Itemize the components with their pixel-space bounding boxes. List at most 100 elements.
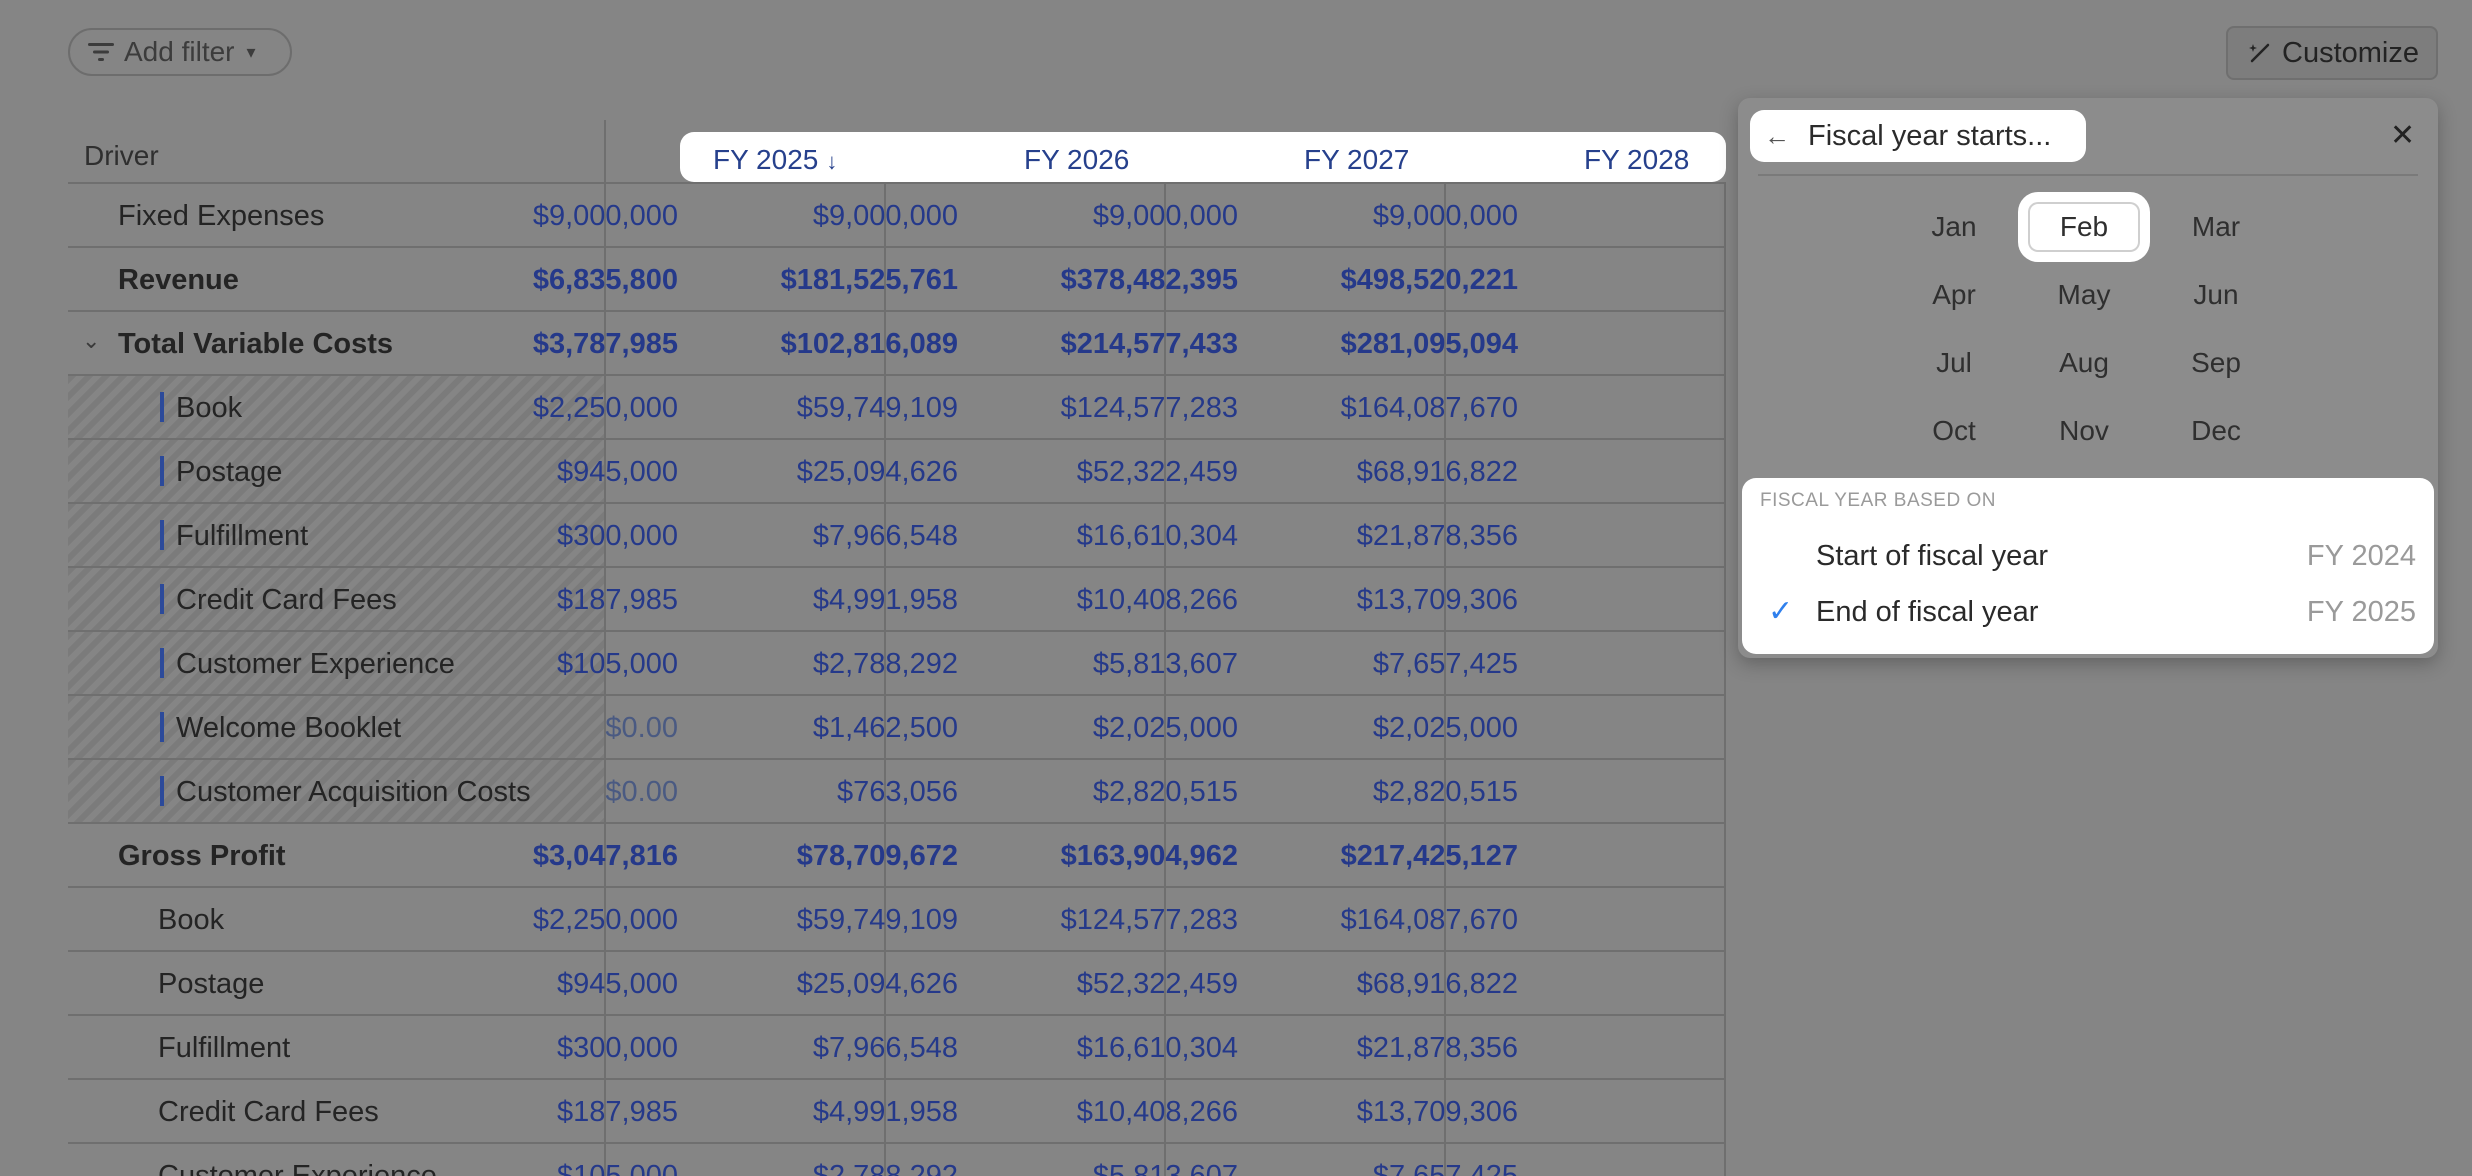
value-cell[interactable]: $7,657,425 (1372, 1160, 1518, 1176)
value-cell[interactable]: $9,000,000 (1372, 200, 1518, 232)
value-cell[interactable]: $9,000,000 (532, 200, 678, 232)
chevron-down-icon[interactable]: ⌄ (82, 328, 101, 353)
table-row[interactable]: Credit Card Fees $187,985 $4,991,958 $10,40… (68, 568, 1726, 632)
value-cell[interactable]: $2,820,515 (1372, 776, 1518, 808)
value-cell[interactable]: $78,709,672 (796, 840, 958, 872)
value-cell[interactable]: $4,991,958 (812, 584, 958, 616)
value-cell[interactable]: $164,087,670 (1340, 392, 1518, 424)
month-option-nov[interactable]: Nov (2059, 415, 2109, 446)
value-cell[interactable]: $3,787,985 (532, 328, 678, 360)
value-cell[interactable]: $187,985 (557, 1096, 678, 1128)
table-row[interactable]: Customer Experience $105,000 $2,788,292 $5,… (68, 1144, 1726, 1176)
value-cell[interactable]: $163,904,962 (1060, 840, 1238, 872)
value-cell[interactable]: $25,094,626 (796, 968, 958, 1000)
close-icon[interactable]: ✕ (2390, 119, 2416, 152)
option-start-of-fiscal-year[interactable]: Start of fiscal year FY 2024 (1742, 530, 2434, 584)
value-cell[interactable]: $25,094,626 (796, 456, 958, 488)
value-cell[interactable]: $2,025,000 (1372, 712, 1518, 744)
month-option-oct[interactable]: Oct (1932, 415, 1976, 446)
table-row[interactable]: Fixed Expenses $9,000,000 $9,000,000 $9,000… (68, 184, 1726, 248)
table-row[interactable]: Customer Experience $105,000 $2,788,292 $5,… (68, 632, 1726, 696)
value-cell[interactable]: $763,056 (837, 776, 958, 808)
month-option-apr[interactable]: Apr (1932, 279, 1976, 310)
table-row[interactable]: Revenue $6,835,800 $181,525,761 $378,482,39… (68, 248, 1726, 312)
value-cell[interactable]: $4,991,958 (812, 1096, 958, 1128)
value-cell[interactable]: $5,813,607 (1092, 1160, 1238, 1176)
value-cell[interactable]: $68,916,822 (1356, 968, 1518, 1000)
option-end-of-fiscal-year[interactable]: ✓ End of fiscal year FY 2025 (1742, 586, 2434, 640)
value-cell[interactable]: $21,878,356 (1356, 1032, 1518, 1064)
value-cell[interactable]: $52,322,459 (1076, 456, 1238, 488)
table-row[interactable]: Welcome Booklet $0.00 $1,462,500 $2,025,000… (68, 696, 1726, 760)
value-cell[interactable]: $7,657,425 (1372, 648, 1518, 680)
table-row[interactable]: Fulfillment $300,000 $7,966,548 $16,610,304… (68, 1016, 1726, 1080)
year-header-fy2028[interactable]: FY 2028 (1584, 144, 1690, 175)
value-cell[interactable]: $3,047,816 (532, 840, 678, 872)
popover-title-bar[interactable]: ← Fiscal year starts... (1750, 110, 2086, 162)
back-arrow-icon[interactable]: ← (1764, 120, 1790, 151)
year-header-fy2025[interactable]: FY 2025 ↓ (713, 144, 837, 176)
month-option-jul[interactable]: Jul (1936, 347, 1972, 378)
value-cell[interactable]: $281,095,094 (1340, 328, 1518, 360)
value-cell[interactable]: $10,408,266 (1076, 1096, 1238, 1128)
value-cell[interactable]: $9,000,000 (812, 200, 958, 232)
value-cell[interactable]: $102,816,089 (780, 328, 958, 360)
value-cell[interactable]: $7,966,548 (812, 520, 958, 552)
add-filter-button[interactable]: Add filter ▾ (68, 28, 292, 76)
value-cell[interactable]: $2,250,000 (532, 904, 678, 936)
month-option-jan[interactable]: Jan (1931, 211, 1977, 242)
value-cell[interactable]: $21,878,356 (1356, 520, 1518, 552)
value-cell[interactable]: $16,610,304 (1076, 520, 1238, 552)
value-cell[interactable]: $214,577,433 (1060, 328, 1238, 360)
month-option-sep[interactable]: Sep (2191, 347, 2241, 378)
table-row[interactable]: Postage $945,000 $25,094,626 $52,322,459 $68… (68, 952, 1726, 1016)
value-cell[interactable]: $10,408,266 (1076, 584, 1238, 616)
value-cell[interactable]: $105,000 (557, 1160, 678, 1176)
value-cell[interactable]: $59,749,109 (796, 392, 958, 424)
table-row[interactable]: Customer Acquisition Costs $0.00 $763,056 $… (68, 760, 1726, 824)
value-cell[interactable]: $2,788,292 (812, 1160, 958, 1176)
value-cell[interactable]: $9,000,000 (1092, 200, 1238, 232)
value-cell[interactable]: $13,709,306 (1356, 584, 1518, 616)
year-header-fy2026[interactable]: FY 2026 (1024, 144, 1130, 175)
value-cell[interactable]: $300,000 (557, 520, 678, 552)
value-cell[interactable]: $124,577,283 (1060, 904, 1238, 936)
table-row[interactable]: Fulfillment $300,000 $7,966,548 $16,610,304… (68, 504, 1726, 568)
table-row[interactable]: ⌄ Total Variable Costs $3,787,985 $102,816,… (68, 312, 1726, 376)
table-row[interactable]: Gross Profit $3,047,816 $78,709,672 $163,90… (68, 824, 1726, 888)
value-cell[interactable]: $181,525,761 (780, 264, 958, 296)
value-cell[interactable]: $7,966,548 (812, 1032, 958, 1064)
value-cell[interactable]: $0.00 (605, 776, 678, 808)
value-cell[interactable]: $2,788,292 (812, 648, 958, 680)
month-option-may[interactable]: May (2057, 279, 2111, 310)
month-option-dec[interactable]: Dec (2191, 415, 2241, 446)
table-row[interactable]: Book $2,250,000 $59,749,109 $124,577,283 $16… (68, 888, 1726, 952)
value-cell[interactable]: $498,520,221 (1340, 264, 1518, 296)
table-row[interactable]: Postage $945,000 $25,094,626 $52,322,459 $68… (68, 440, 1726, 504)
value-cell[interactable]: $1,462,500 (812, 712, 958, 744)
value-cell[interactable]: $59,749,109 (796, 904, 958, 936)
value-cell[interactable]: $217,425,127 (1340, 840, 1518, 872)
value-cell[interactable]: $187,985 (557, 584, 678, 616)
value-cell[interactable]: $52,322,459 (1076, 968, 1238, 1000)
value-cell[interactable]: $124,577,283 (1060, 392, 1238, 424)
customize-button[interactable]: Customize (2226, 26, 2438, 80)
month-option-feb[interactable]: Feb (2028, 202, 2140, 252)
table-row[interactable]: Credit Card Fees $187,985 $4,991,958 $10,40… (68, 1080, 1726, 1144)
value-cell[interactable]: $0.00 (605, 712, 678, 744)
value-cell[interactable]: $2,250,000 (532, 392, 678, 424)
value-cell[interactable]: $945,000 (557, 968, 678, 1000)
value-cell[interactable]: $6,835,800 (532, 264, 678, 296)
month-option-jun[interactable]: Jun (2193, 279, 2239, 310)
value-cell[interactable]: $300,000 (557, 1032, 678, 1064)
month-option-mar[interactable]: Mar (2191, 211, 2241, 242)
year-header-fy2027[interactable]: FY 2027 (1304, 144, 1410, 175)
value-cell[interactable]: $5,813,607 (1092, 648, 1238, 680)
value-cell[interactable]: $378,482,395 (1060, 264, 1238, 296)
value-cell[interactable]: $68,916,822 (1356, 456, 1518, 488)
value-cell[interactable]: $105,000 (557, 648, 678, 680)
month-option-aug[interactable]: Aug (2059, 347, 2109, 378)
value-cell[interactable]: $16,610,304 (1076, 1032, 1238, 1064)
value-cell[interactable]: $2,025,000 (1092, 712, 1238, 744)
value-cell[interactable]: $164,087,670 (1340, 904, 1518, 936)
